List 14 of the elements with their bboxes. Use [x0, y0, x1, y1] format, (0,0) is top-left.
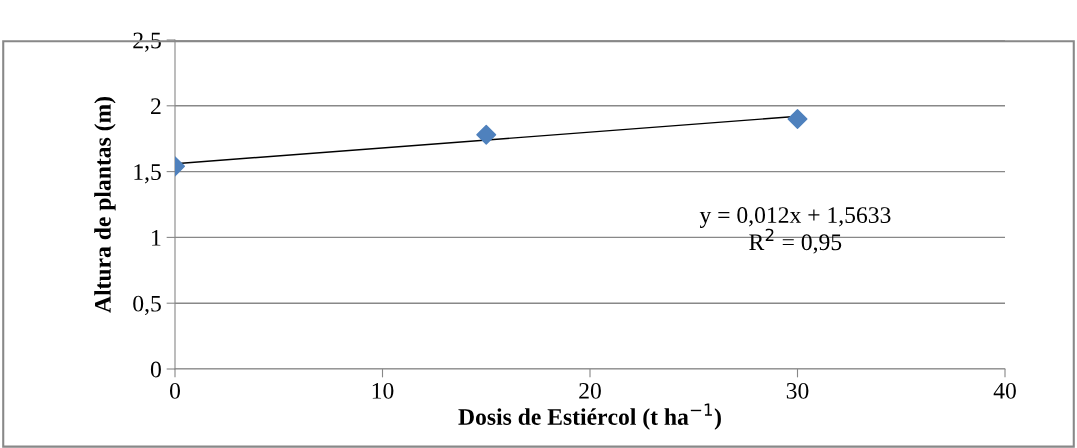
- x-tick-label: 30: [786, 382, 809, 399]
- y-tick-label: 1: [152, 230, 161, 246]
- y-tick-label: 0,5: [133, 295, 161, 316]
- y-tick-label: 2,5: [133, 32, 161, 52]
- x-tick-label: 10: [372, 382, 394, 399]
- annotation: y = 0,012x + 1,5633 R$^{2}$ = 0,95: [699, 207, 891, 254]
- y-tick-label: 1,5: [134, 164, 161, 184]
- x-tick-label: 20: [579, 382, 601, 399]
- y-tick-label: 2: [151, 98, 161, 114]
- y-axis-title: Altura de plantas (m): [94, 96, 116, 313]
- x-tick-label: 40: [993, 382, 1016, 399]
- y-tick-label: 0: [150, 361, 161, 378]
- x-axis-title: Dosis de Estiércol (t ha$^{−1}$): [458, 403, 721, 430]
- x-tick-label: 0: [170, 382, 180, 399]
